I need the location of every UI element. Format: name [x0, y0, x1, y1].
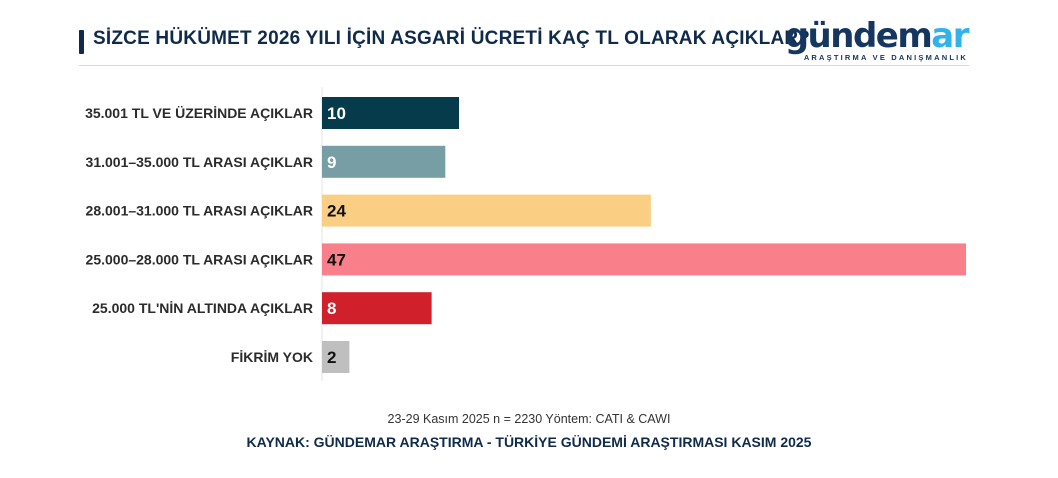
- category-label: 31.001–35.000 TL ARASI AÇIKLAR: [86, 154, 313, 170]
- chart-title: SİZCE HÜKÜMET 2026 YILI İÇİN ASGARİ ÜCRE…: [93, 28, 811, 49]
- bar: [322, 194, 651, 227]
- header-divider: [79, 65, 969, 66]
- bar-value-label: 8: [327, 299, 336, 318]
- survey-meta: 23-29 Kasım 2025 n = 2230 Yöntem: CATI &…: [387, 412, 671, 426]
- category-label: 35.001 TL VE ÜZERİNDE AÇIKLAR: [85, 105, 313, 121]
- bar-value-label: 24: [327, 202, 346, 221]
- brand-wordmark: gündemar: [784, 16, 970, 56]
- bar: [322, 97, 460, 129]
- source-credit: KAYNAK: GÜNDEMAR ARAŞTIRMA - TÜRKİYE GÜN…: [246, 434, 812, 450]
- category-label: 25.000–28.000 TL ARASI AÇIKLAR: [86, 251, 313, 267]
- category-label: 28.001–31.000 TL ARASI AÇIKLAR: [86, 203, 313, 219]
- brand-word-accent: ar: [931, 16, 969, 56]
- bar: [322, 145, 446, 178]
- bar: [322, 341, 350, 373]
- category-label: FİKRİM YOK: [231, 349, 313, 365]
- category-label: 25.000 TL'NİN ALTINDA AÇIKLAR: [92, 300, 313, 316]
- brand-word-main: gündem: [784, 16, 933, 56]
- title-accent-bar: [79, 30, 84, 54]
- brand-logo: gündemar ARAŞTIRMA VE DANIŞMANLIK: [784, 16, 970, 62]
- bar: [322, 292, 432, 325]
- bar: [322, 243, 966, 276]
- bar-value-label: 9: [327, 153, 336, 172]
- bar-value-label: 47: [327, 250, 346, 269]
- bar-value-label: 10: [327, 104, 346, 123]
- bar-value-label: 2: [327, 348, 336, 367]
- brand-tagline: ARAŞTIRMA VE DANIŞMANLIK: [803, 53, 968, 62]
